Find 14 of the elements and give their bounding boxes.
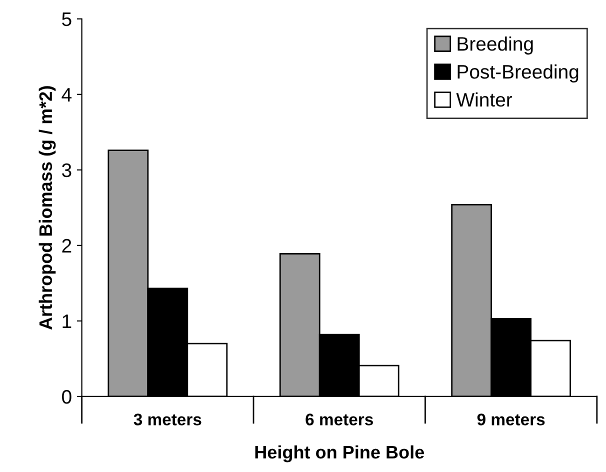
y-tick-label: 5	[62, 12, 72, 26]
y-tick-label: 2	[62, 238, 72, 252]
legend-label: Post-Breeding	[458, 64, 578, 83]
legend-label: Winter	[456, 92, 512, 107]
legend-label: Breeding	[458, 36, 533, 55]
y-tick-label: 0	[62, 390, 72, 404]
y-tick-label: 1	[62, 314, 72, 328]
y-axis-title: Arthropod Biomass (g / m*2)	[38, 86, 56, 330]
x-tick-label: 9 meters	[477, 414, 545, 426]
x-tick-label: 3 meters	[134, 414, 202, 426]
y-tick-label: 3	[62, 163, 72, 178]
x-axis-title: Height on Pine Bole	[255, 445, 424, 462]
y-tick-label: 4	[62, 88, 72, 102]
x-tick-label: 6 meters	[306, 414, 373, 426]
